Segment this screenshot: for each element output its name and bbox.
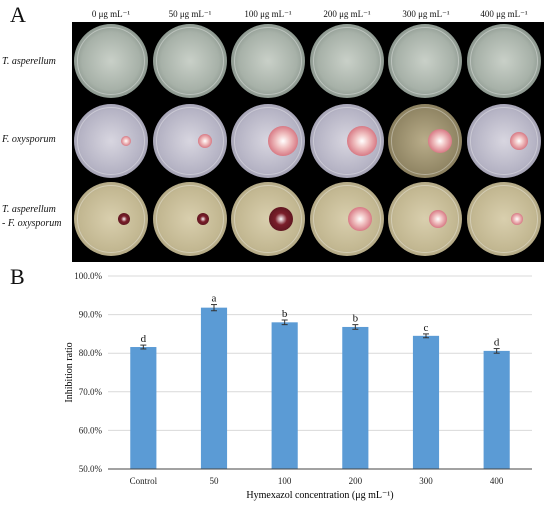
petri-dish-rim xyxy=(391,107,460,175)
row-label-coculture-line2: - F. oxysporum xyxy=(2,218,62,229)
significance-letter: d xyxy=(494,337,500,349)
concentration-label-200: 200 μg mL⁻¹ xyxy=(323,9,371,19)
panel-b-letter: B xyxy=(10,264,25,289)
petri-dish-rim xyxy=(155,107,224,175)
petri-dish-rim xyxy=(312,185,381,253)
petri-dish-rim xyxy=(77,185,145,253)
petri-dish-f-oxysporum-50 xyxy=(152,104,227,178)
fungal-colony xyxy=(346,126,377,156)
petri-dish-rim xyxy=(77,107,145,175)
inhibition-ratio-bar-chart: 50.0% 60.0% 70.0% 80.0% 90.0% 100.0% d a b b c d C… xyxy=(64,271,532,501)
petri-dish-t-asperellum-50 xyxy=(152,24,227,98)
fungal-colony xyxy=(196,213,209,225)
fungal-colony xyxy=(268,126,299,156)
row-label-coculture-line1: T. asperellum xyxy=(2,204,56,215)
y-tick-label: 90.0% xyxy=(79,310,103,320)
x-tick-label: 200 xyxy=(349,476,363,486)
row-label-coculture: T. asperellum - F. oxysporum xyxy=(2,203,72,231)
petri-dish-t-asperellum-400 xyxy=(467,24,541,98)
fungal-colony xyxy=(429,210,448,228)
x-tick-label: Control xyxy=(130,476,158,486)
petri-dish-coculture-50 xyxy=(152,182,227,256)
fungal-colony xyxy=(510,132,528,150)
petri-dish-rim xyxy=(77,27,145,95)
fungal-colony xyxy=(511,213,523,225)
y-tick-label: 80.0% xyxy=(79,348,103,358)
bar xyxy=(342,326,369,469)
bar xyxy=(200,307,228,469)
petri-dish-f-oxysporum-400 xyxy=(467,104,541,178)
x-tick-label: 50 xyxy=(210,476,220,486)
gridlines xyxy=(108,275,532,431)
petri-dish-rim xyxy=(155,185,224,253)
petri-dish-rim xyxy=(234,185,303,253)
petri-dish-rim xyxy=(234,27,303,95)
fungal-colony xyxy=(428,129,453,153)
petri-dish-rim xyxy=(155,27,224,95)
concentration-label-300: 300 μg mL⁻¹ xyxy=(402,9,450,19)
x-tick-label: 300 xyxy=(419,476,433,486)
concentration-label-0: 0 μg mL⁻¹ xyxy=(91,9,131,19)
petri-dish-f-oxysporum-200 xyxy=(309,104,384,178)
petri-dish-rim xyxy=(391,185,460,253)
x-tick-label: 100 xyxy=(278,476,292,486)
petri-dish-rim xyxy=(312,107,381,175)
y-tick-label: 70.0% xyxy=(79,387,103,397)
petri-dish-t-asperellum-200 xyxy=(309,24,384,98)
bar xyxy=(271,322,298,469)
fungal-colony xyxy=(269,207,294,231)
petri-dish-coculture-0 xyxy=(74,182,148,256)
y-tick-label: 50.0% xyxy=(79,464,103,474)
petri-dish-f-oxysporum-100 xyxy=(231,104,306,178)
y-tick-labels: 50.0% 60.0% 70.0% 80.0% 90.0% 100.0% xyxy=(74,271,102,474)
significance-letter: b xyxy=(353,313,359,325)
petri-dish-photo-grid xyxy=(72,22,544,262)
petri-dish-f-oxysporum-300 xyxy=(388,104,463,178)
bar xyxy=(483,350,510,469)
significance-letter: c xyxy=(424,322,429,334)
bars xyxy=(130,307,510,469)
petri-dish-f-oxysporum-0 xyxy=(74,104,148,178)
fungal-colony xyxy=(121,136,131,146)
significance-letters: d a b b c d xyxy=(141,293,500,349)
significance-letter: b xyxy=(282,308,288,320)
concentration-label-100: 100 μg mL⁻¹ xyxy=(244,9,292,19)
y-tick-label: 100.0% xyxy=(74,271,102,281)
error-bars xyxy=(140,304,500,354)
petri-dish-rim xyxy=(470,107,538,175)
fungal-colony xyxy=(197,134,212,148)
concentration-label-50: 50 μg mL⁻¹ xyxy=(168,9,212,19)
petri-dish-coculture-400 xyxy=(467,182,541,256)
row-label-f-oxysporum: F. oxysporum xyxy=(2,134,56,145)
petri-dish-rim xyxy=(470,185,538,253)
significance-letter: d xyxy=(141,333,147,345)
x-tick-label: 400 xyxy=(490,476,504,486)
y-axis-label: Inhibition ratio xyxy=(64,342,75,402)
petri-dish-t-asperellum-300 xyxy=(388,24,463,98)
petri-dish-rim xyxy=(470,27,538,95)
row-label-t-asperellum: T. asperellum xyxy=(2,56,56,67)
petri-dish-t-asperellum-100 xyxy=(231,24,306,98)
x-axis-label: Hymexazol concentration (μg mL⁻¹) xyxy=(246,490,393,501)
petri-dish-coculture-100 xyxy=(231,182,306,256)
x-tick-labels: Control 50 100 200 300 400 xyxy=(130,476,504,486)
y-tick-label: 60.0% xyxy=(79,425,103,435)
petri-dish-rim xyxy=(391,27,460,95)
significance-letter: a xyxy=(212,293,217,305)
panel-a-letter: A xyxy=(10,2,26,27)
petri-dish-rim xyxy=(312,27,381,95)
petri-dish-t-asperellum-0 xyxy=(74,24,148,98)
fungal-colony xyxy=(118,213,130,225)
bar xyxy=(412,335,440,469)
petri-dish-rim xyxy=(234,107,303,175)
fungal-colony xyxy=(347,207,372,231)
petri-dish-coculture-200 xyxy=(309,182,384,256)
bar xyxy=(130,347,157,469)
petri-dish-coculture-300 xyxy=(388,182,463,256)
concentration-label-400: 400 μg mL⁻¹ xyxy=(480,9,528,19)
